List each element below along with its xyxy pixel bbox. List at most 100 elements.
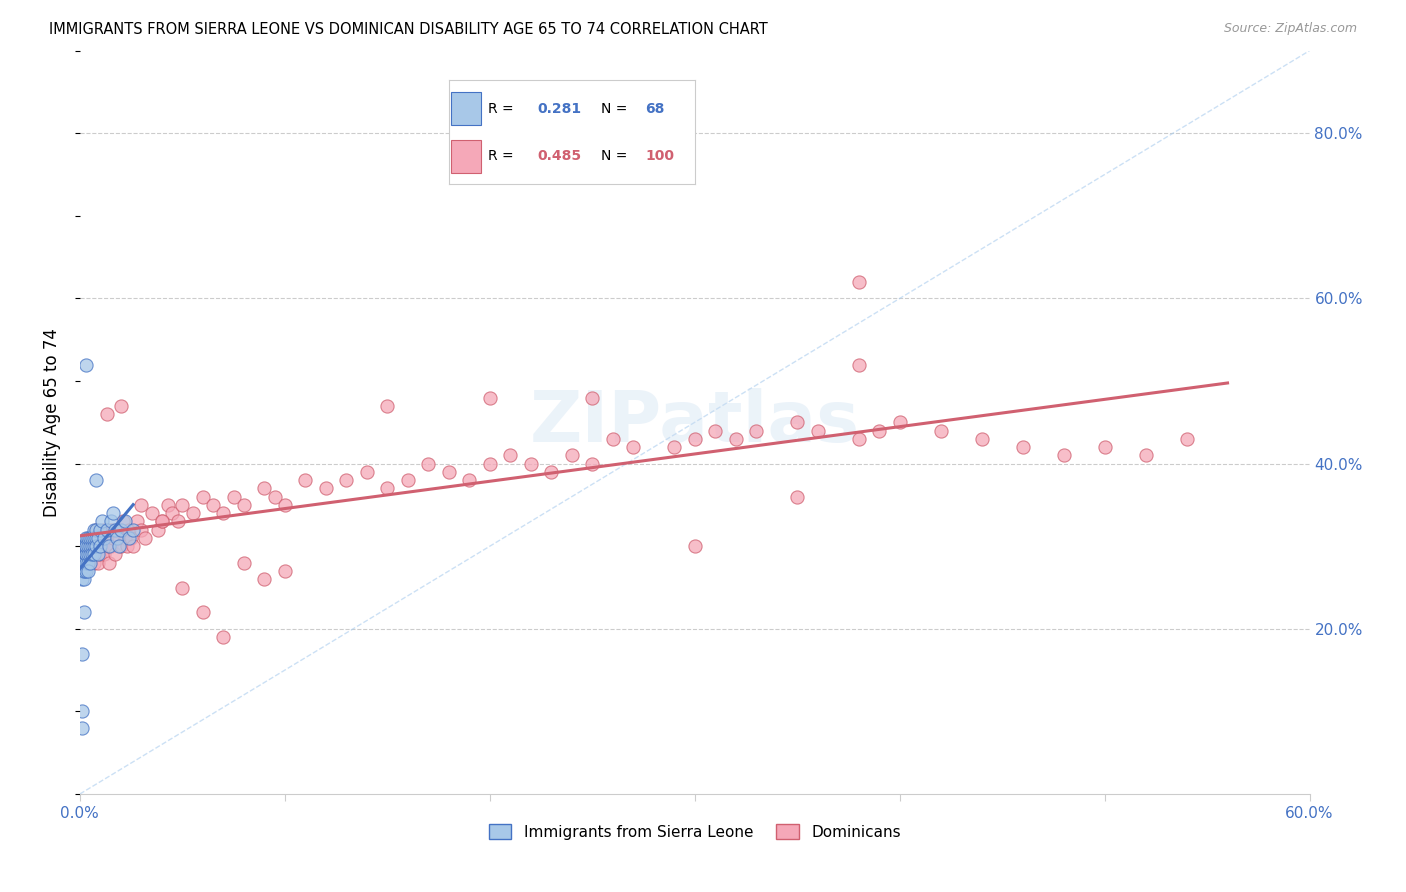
Point bbox=[73, 556, 96, 570]
Point bbox=[868, 424, 890, 438]
Point bbox=[110, 523, 132, 537]
Point bbox=[191, 605, 214, 619]
Point bbox=[150, 515, 173, 529]
Point bbox=[160, 506, 183, 520]
Point bbox=[93, 548, 115, 562]
Point bbox=[232, 498, 254, 512]
Point bbox=[70, 564, 93, 578]
Point bbox=[70, 556, 93, 570]
Point bbox=[889, 415, 911, 429]
Point bbox=[82, 548, 104, 562]
Point bbox=[104, 523, 127, 537]
Point bbox=[77, 531, 100, 545]
Point bbox=[84, 523, 107, 537]
Legend: Immigrants from Sierra Leone, Dominicans: Immigrants from Sierra Leone, Dominicans bbox=[482, 818, 907, 846]
Point bbox=[375, 399, 398, 413]
Point bbox=[83, 531, 105, 545]
Point bbox=[77, 548, 100, 562]
Point bbox=[89, 539, 111, 553]
Point bbox=[73, 564, 96, 578]
Point bbox=[315, 482, 337, 496]
Point bbox=[253, 482, 276, 496]
Point bbox=[84, 539, 107, 553]
Point bbox=[181, 506, 204, 520]
Point bbox=[478, 391, 501, 405]
Point bbox=[683, 539, 706, 553]
Point bbox=[87, 531, 110, 545]
Point bbox=[108, 531, 131, 545]
Point bbox=[73, 605, 96, 619]
Point bbox=[141, 506, 163, 520]
Point bbox=[70, 705, 93, 719]
Point bbox=[212, 506, 235, 520]
Point bbox=[222, 490, 245, 504]
Point bbox=[110, 539, 132, 553]
Point bbox=[581, 391, 603, 405]
Point bbox=[561, 449, 583, 463]
Point bbox=[82, 531, 104, 545]
Point bbox=[120, 531, 142, 545]
Point bbox=[77, 556, 100, 570]
Point bbox=[704, 424, 727, 438]
Point bbox=[96, 407, 118, 421]
Point bbox=[581, 457, 603, 471]
Point bbox=[664, 440, 686, 454]
Point bbox=[82, 548, 104, 562]
Point bbox=[73, 564, 96, 578]
Point bbox=[114, 515, 136, 529]
Point bbox=[83, 548, 105, 562]
Point bbox=[356, 465, 378, 479]
Point bbox=[118, 531, 141, 545]
Point bbox=[232, 556, 254, 570]
Point bbox=[146, 523, 169, 537]
Point bbox=[75, 539, 97, 553]
Point bbox=[122, 523, 145, 537]
Point bbox=[75, 556, 97, 570]
Point bbox=[1052, 449, 1074, 463]
Point bbox=[79, 531, 101, 545]
Point bbox=[87, 548, 110, 562]
Point bbox=[73, 556, 96, 570]
Point bbox=[156, 498, 179, 512]
Point bbox=[418, 457, 440, 471]
Point bbox=[77, 539, 100, 553]
Point bbox=[97, 539, 120, 553]
Point bbox=[294, 473, 316, 487]
Point bbox=[79, 556, 101, 570]
Point bbox=[87, 539, 110, 553]
Point bbox=[91, 515, 114, 529]
Point bbox=[335, 473, 357, 487]
Point bbox=[172, 498, 194, 512]
Point bbox=[83, 523, 105, 537]
Point bbox=[519, 457, 541, 471]
Point bbox=[101, 531, 124, 545]
Point bbox=[458, 473, 481, 487]
Point bbox=[1135, 449, 1157, 463]
Point bbox=[848, 275, 870, 289]
Point bbox=[75, 564, 97, 578]
Point bbox=[621, 440, 644, 454]
Point bbox=[499, 449, 522, 463]
Point bbox=[75, 358, 97, 372]
Y-axis label: Disability Age 65 to 74: Disability Age 65 to 74 bbox=[44, 328, 60, 516]
Point bbox=[70, 564, 93, 578]
Point bbox=[105, 531, 128, 545]
Point bbox=[70, 539, 93, 553]
Point bbox=[396, 473, 419, 487]
Point bbox=[191, 490, 214, 504]
Point bbox=[84, 523, 107, 537]
Text: Source: ZipAtlas.com: Source: ZipAtlas.com bbox=[1223, 22, 1357, 36]
Point bbox=[75, 539, 97, 553]
Point bbox=[84, 548, 107, 562]
Point bbox=[83, 531, 105, 545]
Point bbox=[70, 556, 93, 570]
Point bbox=[73, 564, 96, 578]
Point bbox=[75, 548, 97, 562]
Point bbox=[89, 531, 111, 545]
Point bbox=[122, 539, 145, 553]
Point bbox=[540, 465, 562, 479]
Point bbox=[70, 548, 93, 562]
Point bbox=[1094, 440, 1116, 454]
Point bbox=[167, 515, 190, 529]
Point bbox=[73, 548, 96, 562]
